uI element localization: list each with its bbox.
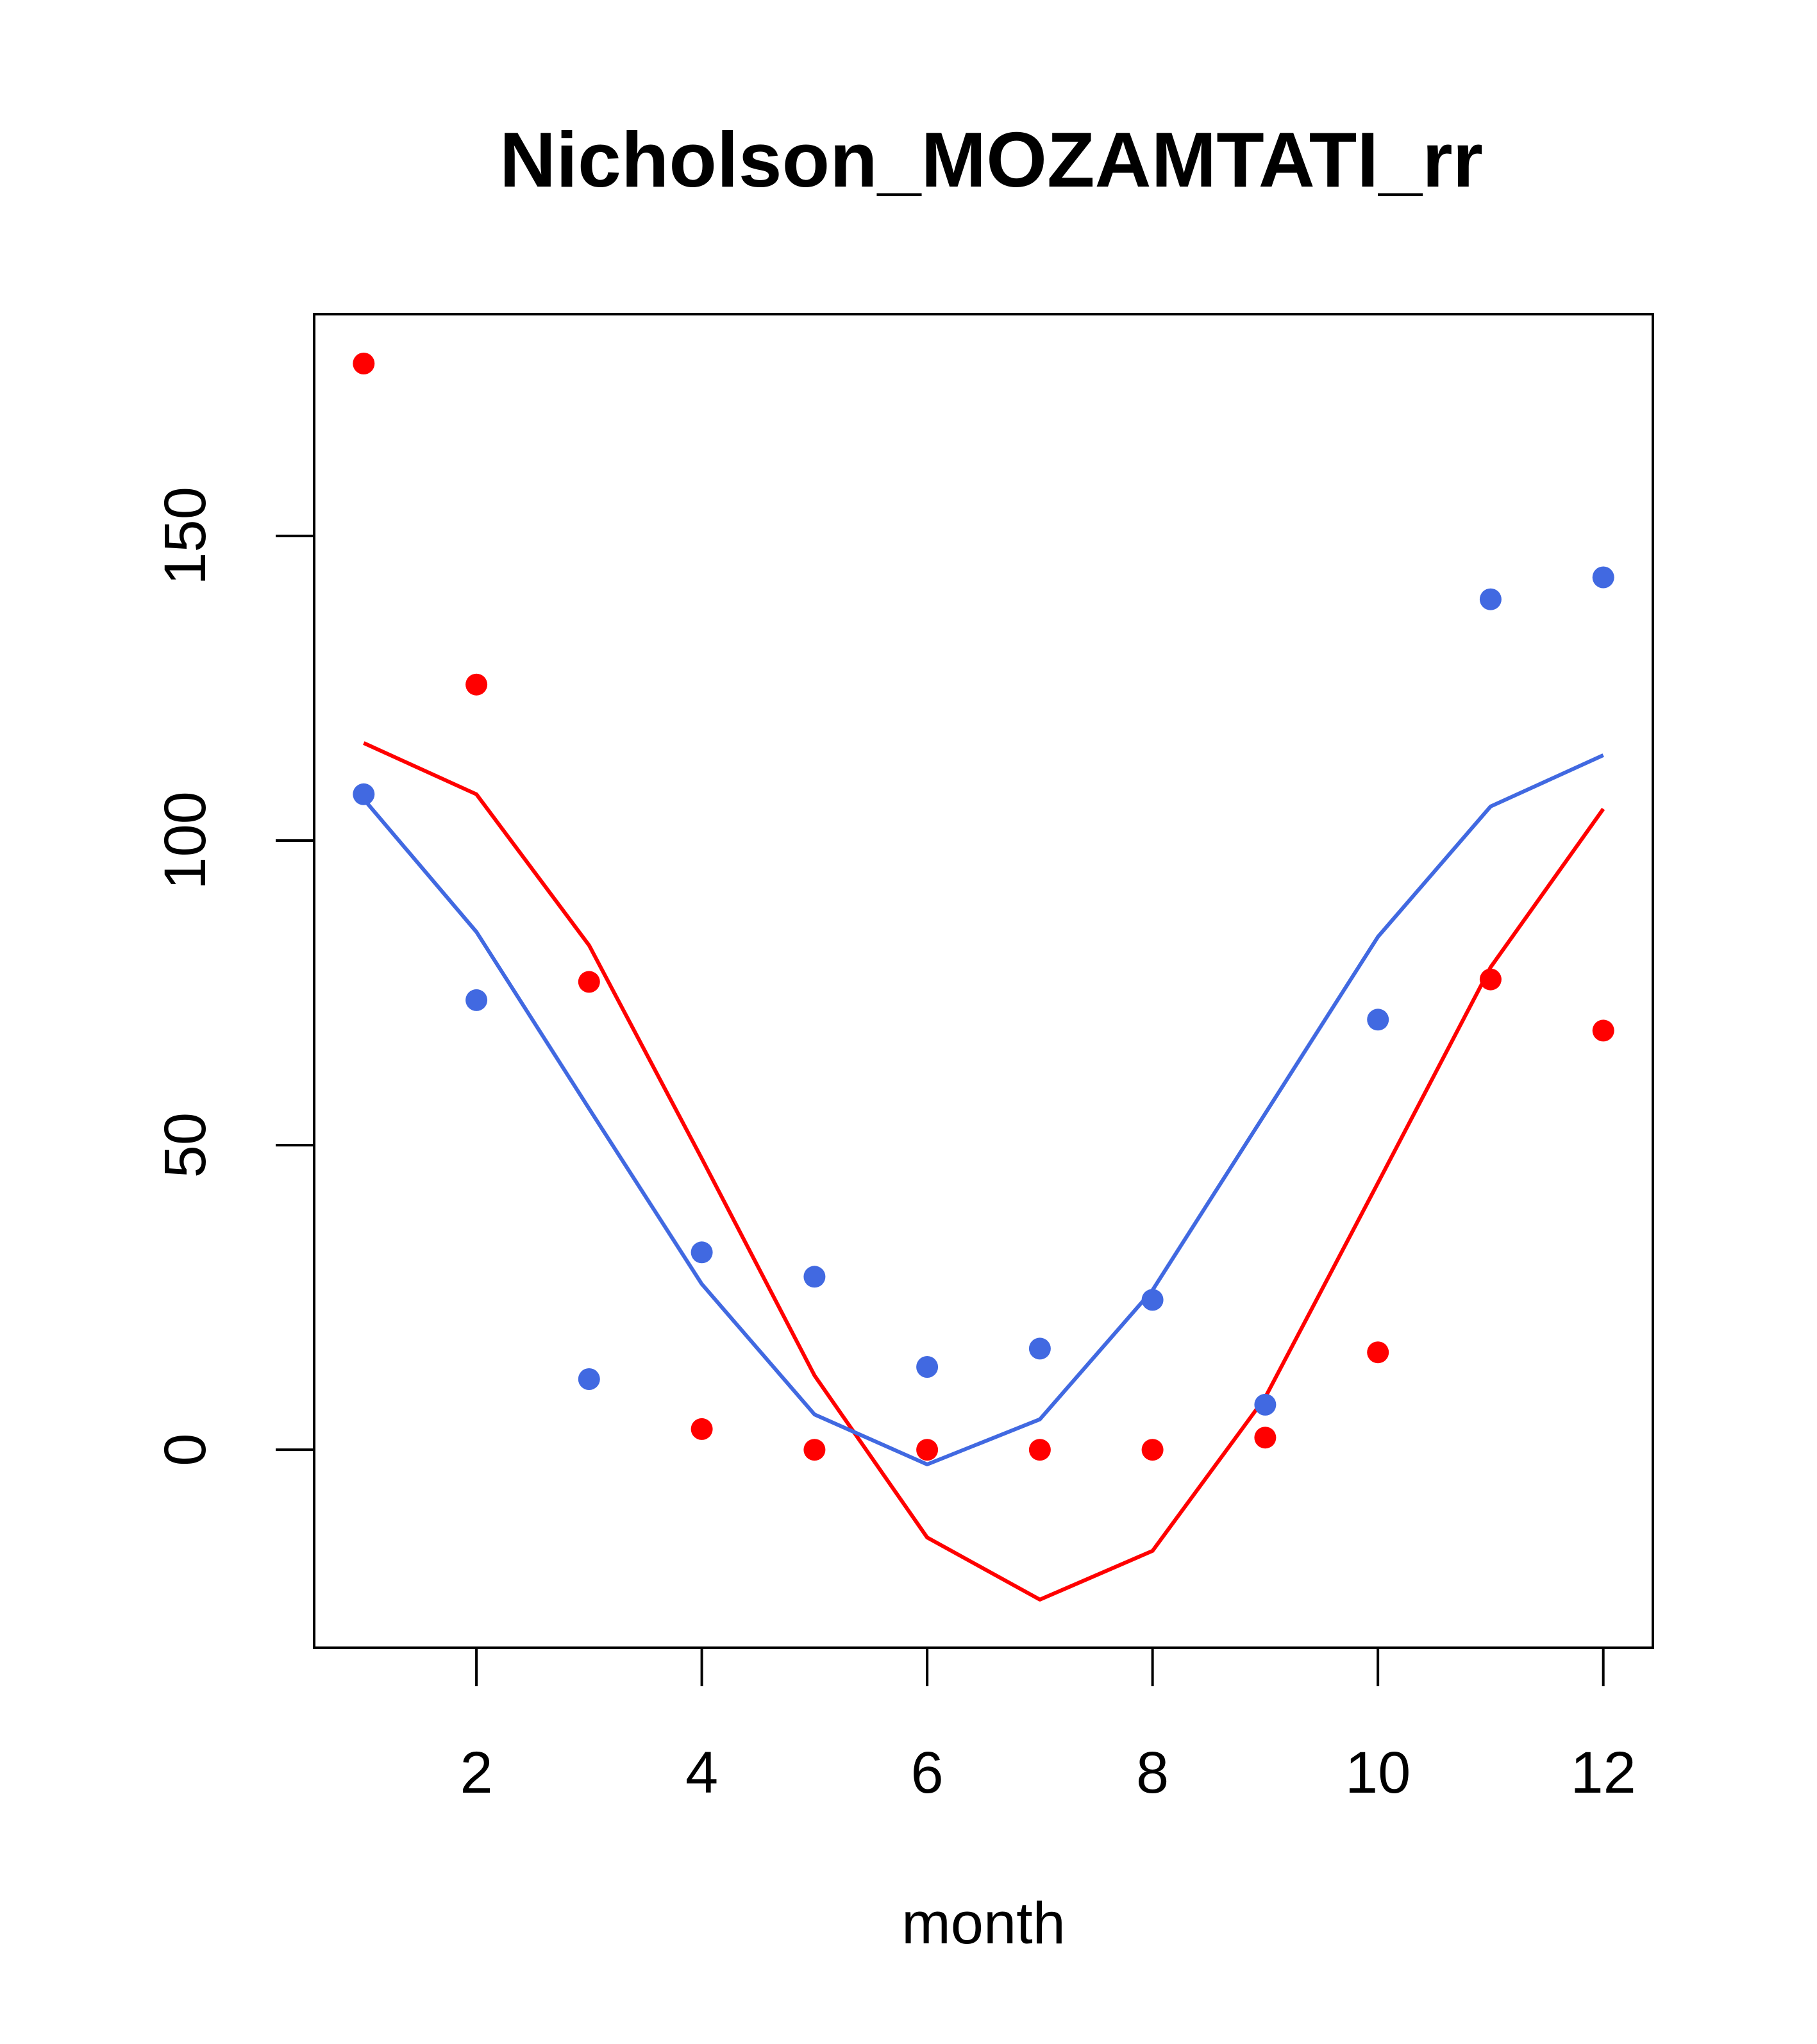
- plot-frame: [313, 313, 1654, 1649]
- red-points-point-11: [1479, 968, 1502, 991]
- red-points-point-4: [691, 1418, 713, 1440]
- blue-points-point-3: [578, 1368, 600, 1390]
- x-tick-label-4: 4: [685, 1740, 718, 1805]
- x-tick-label-2: 2: [460, 1740, 493, 1805]
- red-points-point-8: [1141, 1439, 1164, 1461]
- x-tick-label-10: 10: [1345, 1740, 1411, 1805]
- x-tick-label-6: 6: [911, 1740, 944, 1805]
- blue-points-point-1: [353, 783, 375, 805]
- blue-points-point-11: [1479, 588, 1502, 610]
- blue-points-point-5: [803, 1266, 826, 1288]
- red-points-point-9: [1254, 1427, 1277, 1449]
- red-points-point-3: [578, 971, 600, 993]
- red-points-point-2: [465, 673, 488, 696]
- blue-points-point-6: [916, 1356, 939, 1378]
- plot-layer: [353, 353, 1614, 1602]
- blue-points-point-8: [1141, 1289, 1164, 1311]
- red-points-point-12: [1592, 1019, 1614, 1042]
- chart-title: Nicholson_MOZAMTATI_rr: [499, 116, 1483, 203]
- y-tick-label-0: 0: [153, 1434, 218, 1466]
- x-tick-label-12: 12: [1570, 1740, 1636, 1805]
- axis-layer: 2 4 6 8 10 12 0 50 100 150: [153, 487, 1636, 1805]
- y-tick-label-100: 100: [153, 791, 218, 890]
- red-points-point-7: [1028, 1439, 1051, 1461]
- y-tick-label-150: 150: [153, 487, 218, 585]
- blue-points-point-2: [465, 989, 488, 1011]
- y-tick-label-50: 50: [153, 1112, 218, 1178]
- red-points-point-5: [803, 1439, 826, 1461]
- blue-points-point-12: [1592, 566, 1614, 589]
- blue-points-point-4: [691, 1241, 713, 1264]
- red-points-point-10: [1367, 1341, 1389, 1364]
- red-line: [363, 741, 1605, 1602]
- red-points-point-1: [353, 353, 375, 374]
- blue-points-point-7: [1028, 1337, 1051, 1360]
- blue-line: [362, 753, 1604, 1466]
- blue-points-point-9: [1254, 1393, 1277, 1416]
- x-tick-label-8: 8: [1136, 1740, 1169, 1805]
- blue-points-point-10: [1367, 1009, 1389, 1031]
- x-axis-label: month: [901, 1891, 1066, 1956]
- red-points-point-6: [916, 1439, 939, 1461]
